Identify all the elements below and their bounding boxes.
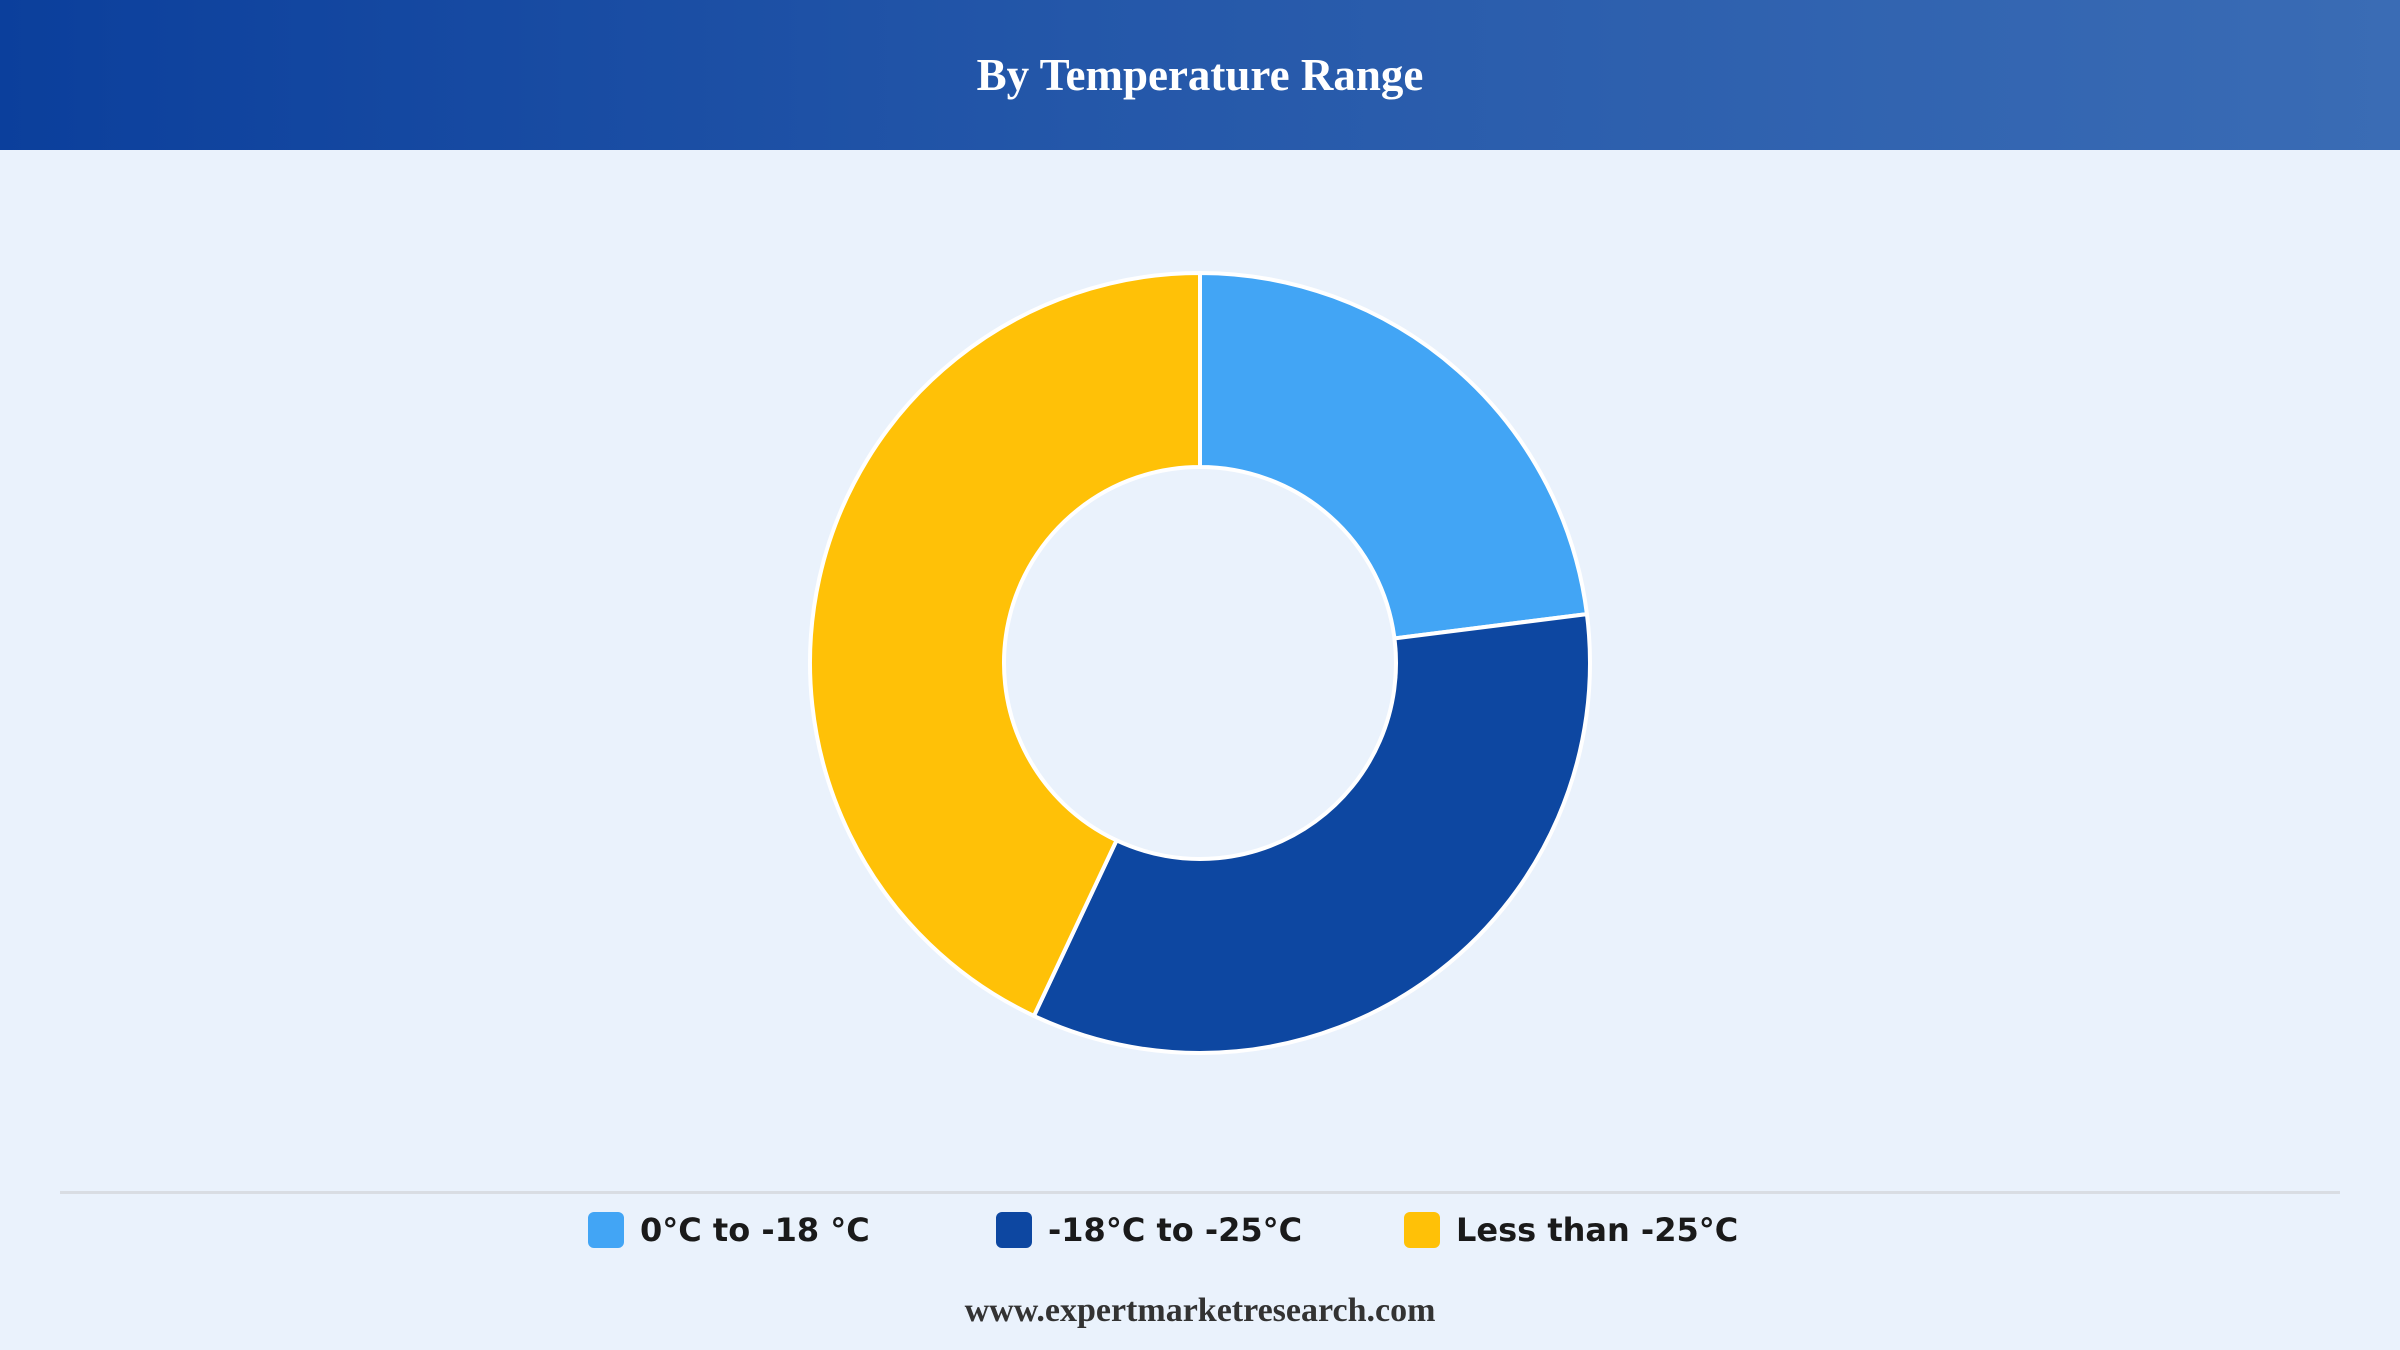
legend-swatch (1404, 1212, 1440, 1248)
chart-title: By Temperature Range (976, 50, 1424, 100)
legend-divider (60, 1191, 2340, 1194)
legend-swatch (588, 1212, 624, 1248)
donut-slice-1 (1031, 612, 1592, 1055)
legend-item-less-than-minus-25c: Less than -25°C (1404, 1202, 1738, 1258)
donut-slice-0 (1198, 271, 1589, 641)
legend-item-0c-to-minus-18c: 0°C to -18 °C (588, 1202, 870, 1258)
donut-chart (808, 271, 1592, 1055)
source-url: www.expertmarketresearch.com (964, 1292, 1436, 1329)
legend-label: -18°C to -25°C (1048, 1211, 1303, 1249)
chart-legend: 0°C to -18 °C -18°C to -25°C Less than -… (0, 1202, 2400, 1258)
donut-slice-2 (808, 271, 1202, 1018)
legend-label: Less than -25°C (1456, 1211, 1739, 1249)
legend-swatch (996, 1212, 1032, 1248)
legend-label: 0°C to -18 °C (640, 1211, 870, 1249)
legend-item-minus-18c-to-minus-25c: -18°C to -25°C (996, 1202, 1302, 1258)
chart-header: By Temperature Range (0, 0, 2400, 150)
